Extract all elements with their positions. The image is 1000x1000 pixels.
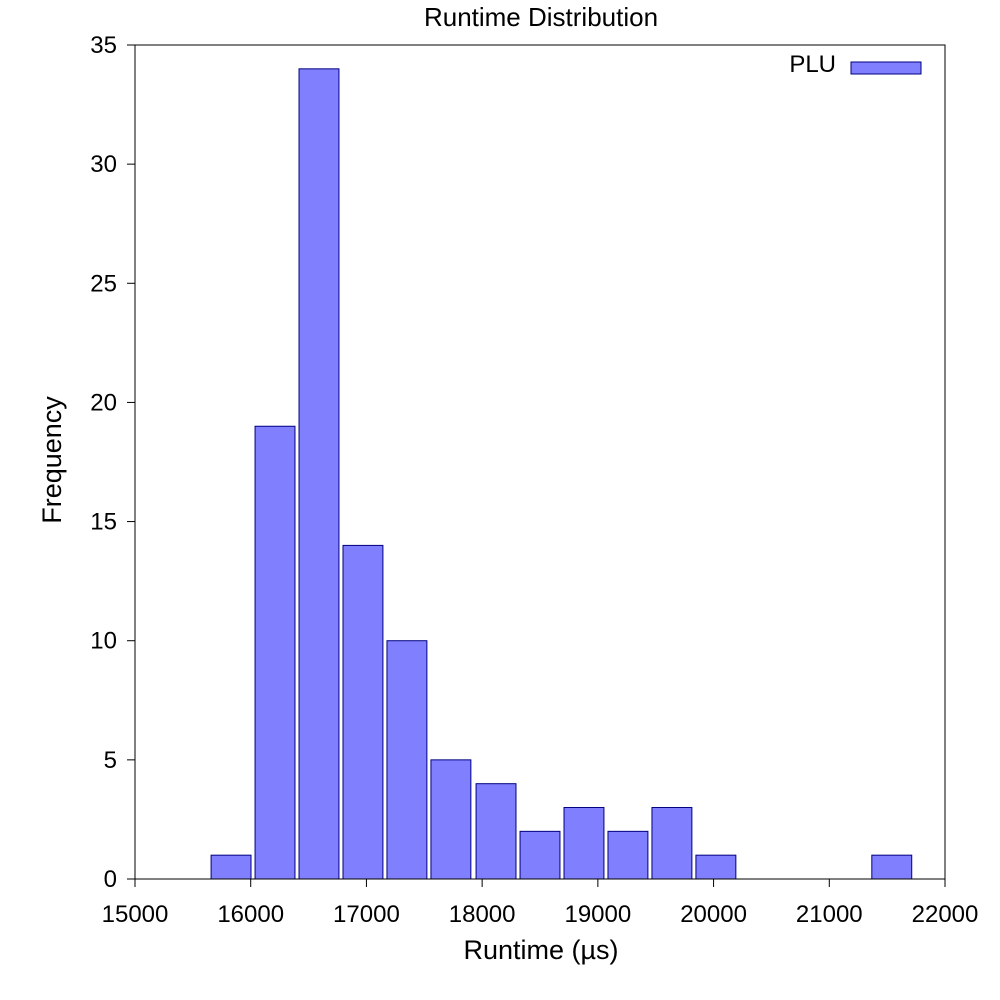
y-tick-label: 20 (90, 389, 117, 416)
histogram-bar (298, 68, 340, 880)
x-axis-ticks: 15000 16000 17000 18000 19000 20000 21000 22000 (102, 879, 979, 928)
y-tick-label: 35 (90, 32, 117, 59)
x-tick-label: 15000 (102, 901, 169, 928)
histogram-bar (430, 759, 472, 880)
histogram-bar (607, 830, 649, 880)
histogram-bar (254, 425, 296, 880)
histogram-bar (210, 854, 252, 880)
legend: PLU (789, 51, 922, 78)
x-tick-label: 22000 (912, 901, 979, 928)
legend-swatch-plu (850, 61, 922, 75)
histogram-bar (651, 807, 693, 880)
legend-label-plu: PLU (789, 51, 836, 78)
x-tick-label: 18000 (449, 901, 516, 928)
x-tick-label: 21000 (796, 901, 863, 928)
y-tick-label: 15 (90, 509, 117, 536)
histogram-bar (563, 807, 605, 880)
y-axis-label: Frequency (37, 396, 67, 524)
histogram-bar (519, 830, 561, 880)
x-axis-label: Runtime (µs) (463, 935, 618, 965)
y-tick-label: 0 (104, 866, 117, 893)
x-tick-label: 16000 (217, 901, 284, 928)
histogram-bar (695, 854, 737, 880)
bars-group (210, 68, 913, 880)
chart-title: Runtime Distribution (424, 2, 658, 32)
histogram-bar (475, 783, 517, 880)
histogram-bar (342, 544, 384, 880)
y-tick-label: 25 (90, 270, 117, 297)
y-tick-label: 5 (104, 747, 117, 774)
histogram-bar (386, 640, 428, 880)
histogram-bar (871, 854, 913, 880)
y-tick-label: 10 (90, 628, 117, 655)
y-axis-ticks: 0 5 10 15 20 25 30 35 (90, 32, 135, 893)
x-tick-label: 19000 (564, 901, 631, 928)
y-tick-label: 30 (90, 151, 117, 178)
x-tick-label: 17000 (333, 901, 400, 928)
x-tick-label: 20000 (680, 901, 747, 928)
plot-frame (134, 44, 946, 880)
